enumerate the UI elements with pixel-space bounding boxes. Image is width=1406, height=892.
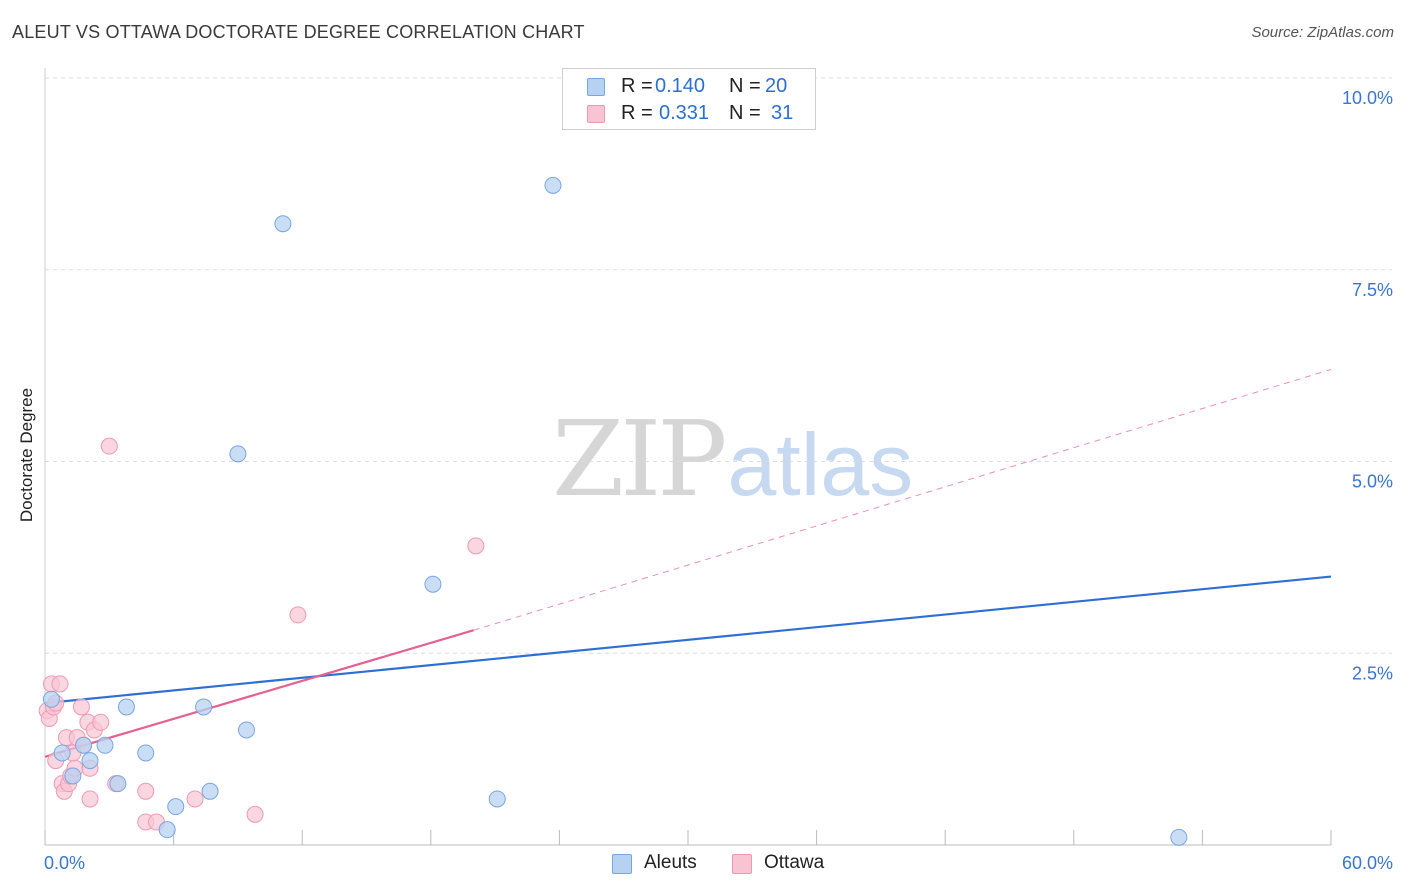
aleuts-point xyxy=(75,736,93,754)
aleuts-point xyxy=(117,698,135,716)
ottawa-swatch xyxy=(587,105,605,123)
r-value: 0.140 xyxy=(655,75,706,97)
aleuts-point xyxy=(201,782,219,800)
ottawa-point xyxy=(137,782,155,800)
ottawa-point xyxy=(100,437,118,455)
n-value: 20 xyxy=(765,75,788,97)
aleuts-legend-swatch xyxy=(612,854,632,874)
ottawa-legend-swatch xyxy=(732,854,752,874)
stats-row-ottawa: R = 0.331 N = 31 xyxy=(563,100,815,128)
n-value: 31 xyxy=(771,102,794,124)
aleuts-point xyxy=(167,798,185,816)
aleuts-point xyxy=(424,575,442,593)
aleuts-point xyxy=(195,698,213,716)
ottawa-trend-extension xyxy=(473,368,1332,631)
ottawa-point xyxy=(72,698,90,716)
aleuts-point xyxy=(96,736,114,754)
legend-label-aleuts: Aleuts xyxy=(644,852,697,873)
aleuts-point xyxy=(274,215,292,233)
ottawa-point xyxy=(51,675,69,693)
chart-title: ALEUT VS OTTAWA DOCTORATE DEGREE CORRELA… xyxy=(12,22,585,42)
aleuts-point xyxy=(237,721,255,739)
stats-legend: R = 0.140 N = 20 R = 0.331 N = 31 xyxy=(562,68,816,130)
r-label: R = xyxy=(621,102,653,124)
ottawa-point xyxy=(246,805,264,823)
y-tick-label: 10.0% xyxy=(1342,88,1393,108)
aleuts-point xyxy=(544,176,562,194)
y-tick-label: 2.5% xyxy=(1352,663,1393,683)
n-label: N = xyxy=(729,102,761,124)
ottawa-point xyxy=(81,790,99,808)
aleuts-point xyxy=(229,445,247,463)
watermark-zip: ZIP xyxy=(552,398,727,520)
aleuts-point xyxy=(137,744,155,762)
aleuts-point xyxy=(158,821,176,839)
trend-lines xyxy=(44,368,1332,758)
r-value: 0.331 xyxy=(659,102,710,124)
tick-labels: 2.5% 5.0% 7.5% 10.0% 0.0% 60.0% xyxy=(44,88,1393,873)
ottawa-point xyxy=(92,713,110,731)
aleuts-point xyxy=(1170,828,1188,846)
aleuts-point xyxy=(42,690,60,708)
aleuts-point xyxy=(109,775,127,793)
ottawa-point xyxy=(467,537,485,555)
x-tick-label-min: 0.0% xyxy=(44,853,85,873)
aleuts-point xyxy=(81,752,99,770)
aleuts-trend-line xyxy=(44,575,1332,705)
aleuts-point xyxy=(64,767,82,785)
r-label: R = xyxy=(621,75,653,97)
watermark-atlas: atlas xyxy=(727,415,914,514)
data-points xyxy=(38,176,1188,846)
n-label: N = xyxy=(729,75,761,97)
ottawa-point xyxy=(186,790,204,808)
aleuts-point xyxy=(53,744,71,762)
y-tick-label: 7.5% xyxy=(1352,280,1393,300)
aleuts-point xyxy=(488,790,506,808)
y-tick-label: 5.0% xyxy=(1352,472,1393,492)
aleuts-swatch xyxy=(587,78,605,96)
stats-row-aleuts: R = 0.140 N = 20 xyxy=(563,73,815,101)
x-tick-label-max: 60.0% xyxy=(1342,853,1393,873)
source-label: Source: ZipAtlas.com xyxy=(1251,24,1394,41)
grid-lines xyxy=(45,77,1392,654)
watermark: ZIPatlas xyxy=(552,398,913,520)
ottawa-point xyxy=(289,606,307,624)
ottawa-trend-line xyxy=(44,629,474,758)
legend-label-ottawa: Ottawa xyxy=(764,852,825,873)
